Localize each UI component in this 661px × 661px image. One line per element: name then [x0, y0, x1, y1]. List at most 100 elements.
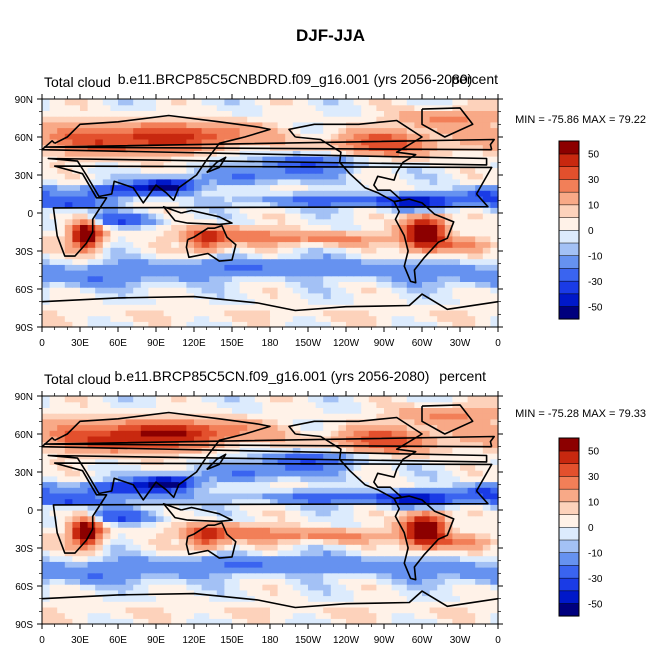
page-title: DJF-JJA [296, 26, 365, 45]
heatmap-cell [315, 567, 324, 574]
heatmap-cell [444, 441, 453, 448]
heatmap-cell [437, 589, 446, 597]
heatmap-cell [178, 567, 187, 574]
heatmap-cell [270, 133, 279, 140]
heatmap-cell [110, 589, 119, 597]
heatmap-cell [110, 252, 119, 260]
heatmap-cell [338, 167, 347, 174]
heatmap-cell [224, 230, 233, 237]
heatmap-cell [232, 99, 241, 106]
heatmap-cell [209, 475, 218, 483]
heatmap-cell [57, 161, 66, 168]
heatmap-cell [171, 555, 180, 562]
heatmap-cell [475, 544, 484, 551]
heatmap-cell [224, 258, 233, 265]
heatmap-cell [490, 515, 499, 522]
heatmap-cell [125, 612, 134, 619]
heatmap-cell [87, 173, 96, 180]
heatmap-cell [171, 589, 180, 597]
heatmap-cell [49, 475, 58, 483]
heatmap-cell [460, 498, 469, 505]
heatmap-cell [201, 281, 210, 288]
heatmap-cell [201, 184, 210, 191]
heatmap-cell [399, 241, 408, 248]
heatmap-cell [80, 178, 89, 186]
heatmap-cell [323, 589, 332, 597]
heatmap-cell [133, 298, 142, 305]
heatmap-cell [194, 110, 203, 117]
heatmap-cell [247, 309, 256, 317]
heatmap-cell [277, 99, 286, 106]
heatmap-cell [444, 481, 453, 488]
heatmap-cell [330, 298, 339, 305]
heatmap-cell [361, 424, 370, 431]
heatmap-cell [467, 538, 476, 545]
heatmap-cell [490, 464, 499, 471]
heatmap-cell [308, 116, 317, 123]
heatmap-cell [140, 213, 149, 220]
heatmap-cell [315, 241, 324, 248]
heatmap-cell [285, 612, 294, 619]
heatmap-cell [376, 413, 385, 420]
heatmap-cell [437, 521, 446, 528]
heatmap-cell [254, 116, 263, 123]
heatmap-cell [224, 116, 233, 123]
heatmap-cell [460, 527, 469, 534]
heatmap-cell [467, 487, 476, 494]
heatmap-cell [194, 458, 203, 465]
heatmap-cell [285, 435, 294, 443]
heatmap-cell [384, 572, 393, 579]
heatmap-cell [429, 527, 438, 534]
heatmap-cell [102, 116, 111, 123]
heatmap-cell [285, 178, 294, 186]
heatmap-cell [270, 470, 279, 477]
heatmap-cell [140, 264, 149, 271]
heatmap-cell [254, 173, 263, 180]
heatmap-cell [277, 150, 286, 157]
heatmap-cell [308, 544, 317, 551]
heatmap-cell [353, 104, 362, 111]
heatmap-cell [460, 230, 469, 237]
heatmap-cell [216, 589, 225, 597]
heatmap-cell [414, 252, 423, 260]
heatmap-cell [330, 315, 339, 322]
heatmap-cell [201, 110, 210, 117]
heatmap-cell [42, 578, 51, 585]
colorbar-swatch [558, 204, 580, 218]
heatmap-cell [330, 133, 339, 140]
heatmap-cell [467, 407, 476, 414]
heatmap-cell [300, 515, 309, 522]
heatmap-cell [475, 401, 484, 408]
heatmap-cell [467, 304, 476, 311]
heatmap-cell [330, 264, 339, 271]
heatmap-cell [209, 544, 218, 551]
heatmap-cell [384, 498, 393, 505]
heatmap-cell [315, 184, 324, 191]
heatmap-cell [57, 292, 66, 300]
heatmap-cell [414, 207, 423, 214]
heatmap-cell [330, 396, 339, 403]
heatmap-cell [57, 173, 66, 180]
heatmap-cell [315, 133, 324, 140]
heatmap-cell [262, 281, 271, 288]
heatmap-cell [239, 167, 248, 174]
heatmap-cell [308, 430, 317, 437]
heatmap-cell [292, 441, 301, 448]
heatmap-cell [254, 321, 263, 328]
heatmap-cell [308, 475, 317, 483]
heatmap-cell [209, 396, 218, 403]
heatmap-cell [460, 309, 469, 317]
heatmap-cell [64, 396, 73, 403]
heatmap-cell [194, 396, 203, 403]
heatmap-cell [429, 430, 438, 437]
heatmap-cell [95, 99, 104, 106]
heatmap-cell [292, 612, 301, 619]
heatmap-cell [368, 544, 377, 551]
heatmap-cell [361, 150, 370, 157]
heatmap-cell [406, 281, 415, 288]
heatmap-cell [224, 481, 233, 488]
heatmap-cell [232, 110, 241, 117]
heatmap-cell [239, 315, 248, 322]
heatmap-cell [315, 321, 324, 328]
heatmap-cell [384, 252, 393, 260]
